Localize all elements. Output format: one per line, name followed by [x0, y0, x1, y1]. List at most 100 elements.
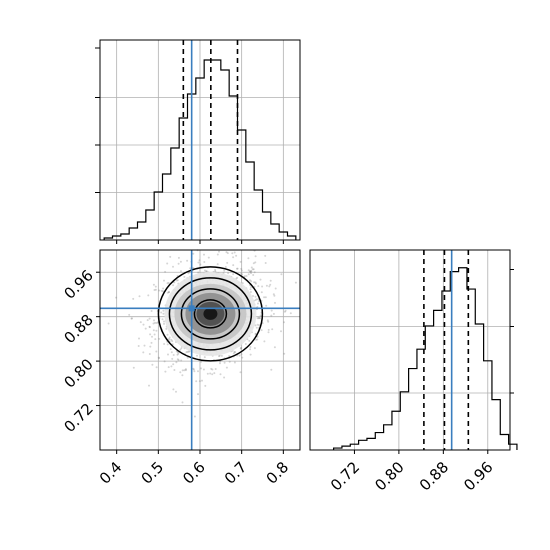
- scatter-point: [163, 322, 165, 325]
- scatter-point: [186, 259, 189, 262]
- scatter-point: [267, 328, 270, 331]
- scatter-point: [220, 354, 223, 357]
- marginal-histogram-y: 0.72 0.80 0.88 0.96: [309, 249, 518, 494]
- scatter-point: [249, 353, 252, 356]
- scatter-point: [183, 275, 186, 278]
- scatter-point: [228, 360, 231, 363]
- histogram-bar: [342, 446, 350, 450]
- scatter-point: [202, 368, 205, 371]
- scatter-point: [231, 252, 234, 255]
- scatter-point: [218, 354, 221, 357]
- scatter-point: [238, 354, 241, 357]
- scatter-point: [251, 268, 254, 271]
- scatter-point: [192, 267, 194, 269]
- scatter-point: [148, 384, 150, 387]
- scatter-point: [204, 384, 207, 387]
- axes-frame: [309, 249, 511, 451]
- scatter-point: [180, 270, 182, 273]
- scatter-point: [253, 281, 256, 284]
- scatter-point: [170, 351, 173, 354]
- scatter-point: [177, 256, 180, 259]
- scatter-point: [155, 329, 158, 332]
- scatter-point: [167, 353, 169, 356]
- scatter-point: [266, 319, 269, 322]
- scatter-point: [163, 279, 165, 282]
- scatter-point: [148, 326, 151, 329]
- scatter-point: [162, 287, 165, 290]
- scatter-point: [214, 368, 217, 370]
- scatter-point: [259, 278, 262, 281]
- scatter-point: [163, 320, 165, 323]
- scatter-point: [214, 270, 217, 273]
- scatter-point: [166, 291, 169, 294]
- scatter-point: [151, 363, 154, 366]
- scatter-point: [239, 347, 242, 350]
- scatter-point: [142, 323, 145, 326]
- scatter-point: [163, 360, 166, 363]
- contour-line: [180, 288, 241, 340]
- histogram-bar: [246, 162, 254, 240]
- scatter-point: [232, 256, 235, 259]
- scatter-point: [115, 296, 118, 299]
- scatter-point: [179, 348, 182, 351]
- scatter-point: [210, 367, 213, 370]
- scatter-point: [211, 373, 214, 376]
- scatter-point: [273, 346, 276, 349]
- contour-line: [193, 299, 228, 329]
- scatter-point: [254, 295, 257, 298]
- scatter-point: [192, 368, 195, 371]
- histogram-bar: [254, 190, 262, 240]
- scatter-point: [175, 361, 178, 364]
- scatter-point: [260, 291, 263, 294]
- scatter-point: [201, 379, 203, 382]
- histogram-bar: [400, 392, 408, 450]
- scatter-point: [211, 368, 214, 371]
- x-tick-label: 0.6: [179, 458, 209, 488]
- scatter-point: [270, 309, 273, 312]
- scatter-point: [249, 279, 251, 282]
- scatter-point: [158, 289, 161, 292]
- scatter-point: [213, 372, 216, 375]
- scatter-point: [247, 273, 250, 276]
- scatter-point: [257, 285, 260, 288]
- histogram-bar: [484, 361, 492, 450]
- scatter-point: [203, 253, 205, 256]
- x-tick-label: 0.4: [96, 458, 126, 488]
- scatter-point: [219, 362, 221, 365]
- scatter-point: [234, 351, 237, 354]
- scatter-point: [271, 328, 274, 331]
- scatter-point: [158, 357, 160, 360]
- scatter-point: [249, 288, 252, 291]
- scatter-point: [240, 353, 243, 356]
- scatter-point: [258, 300, 261, 303]
- scatter-point: [254, 261, 257, 264]
- scatter-point: [172, 284, 175, 287]
- scatter-point: [195, 380, 198, 383]
- scatter-point: [151, 335, 153, 338]
- scatter-point: [142, 351, 145, 354]
- scatter-point: [254, 299, 257, 302]
- scatter-point: [181, 401, 184, 404]
- scatter-point: [283, 352, 286, 355]
- scatter-point: [253, 271, 256, 274]
- scatter-point: [239, 260, 242, 263]
- scatter-point: [200, 360, 203, 363]
- scatter-point: [206, 372, 209, 375]
- scatter-point: [137, 345, 140, 347]
- scatter-point: [154, 285, 157, 288]
- scatter-point: [176, 358, 179, 361]
- histogram-bar: [263, 212, 271, 240]
- scatter-point: [199, 263, 202, 266]
- scatter-point: [171, 340, 174, 343]
- scatter-point: [173, 369, 176, 371]
- scatter-point: [256, 338, 259, 341]
- scatter-point: [270, 314, 273, 317]
- scatter-point: [219, 373, 222, 376]
- scatter-point: [187, 272, 190, 275]
- scatter-point: [232, 273, 235, 276]
- scatter-point: [139, 321, 142, 324]
- scatter-point: [254, 332, 257, 335]
- scatter-point: [172, 265, 174, 268]
- scatter-point: [257, 317, 260, 320]
